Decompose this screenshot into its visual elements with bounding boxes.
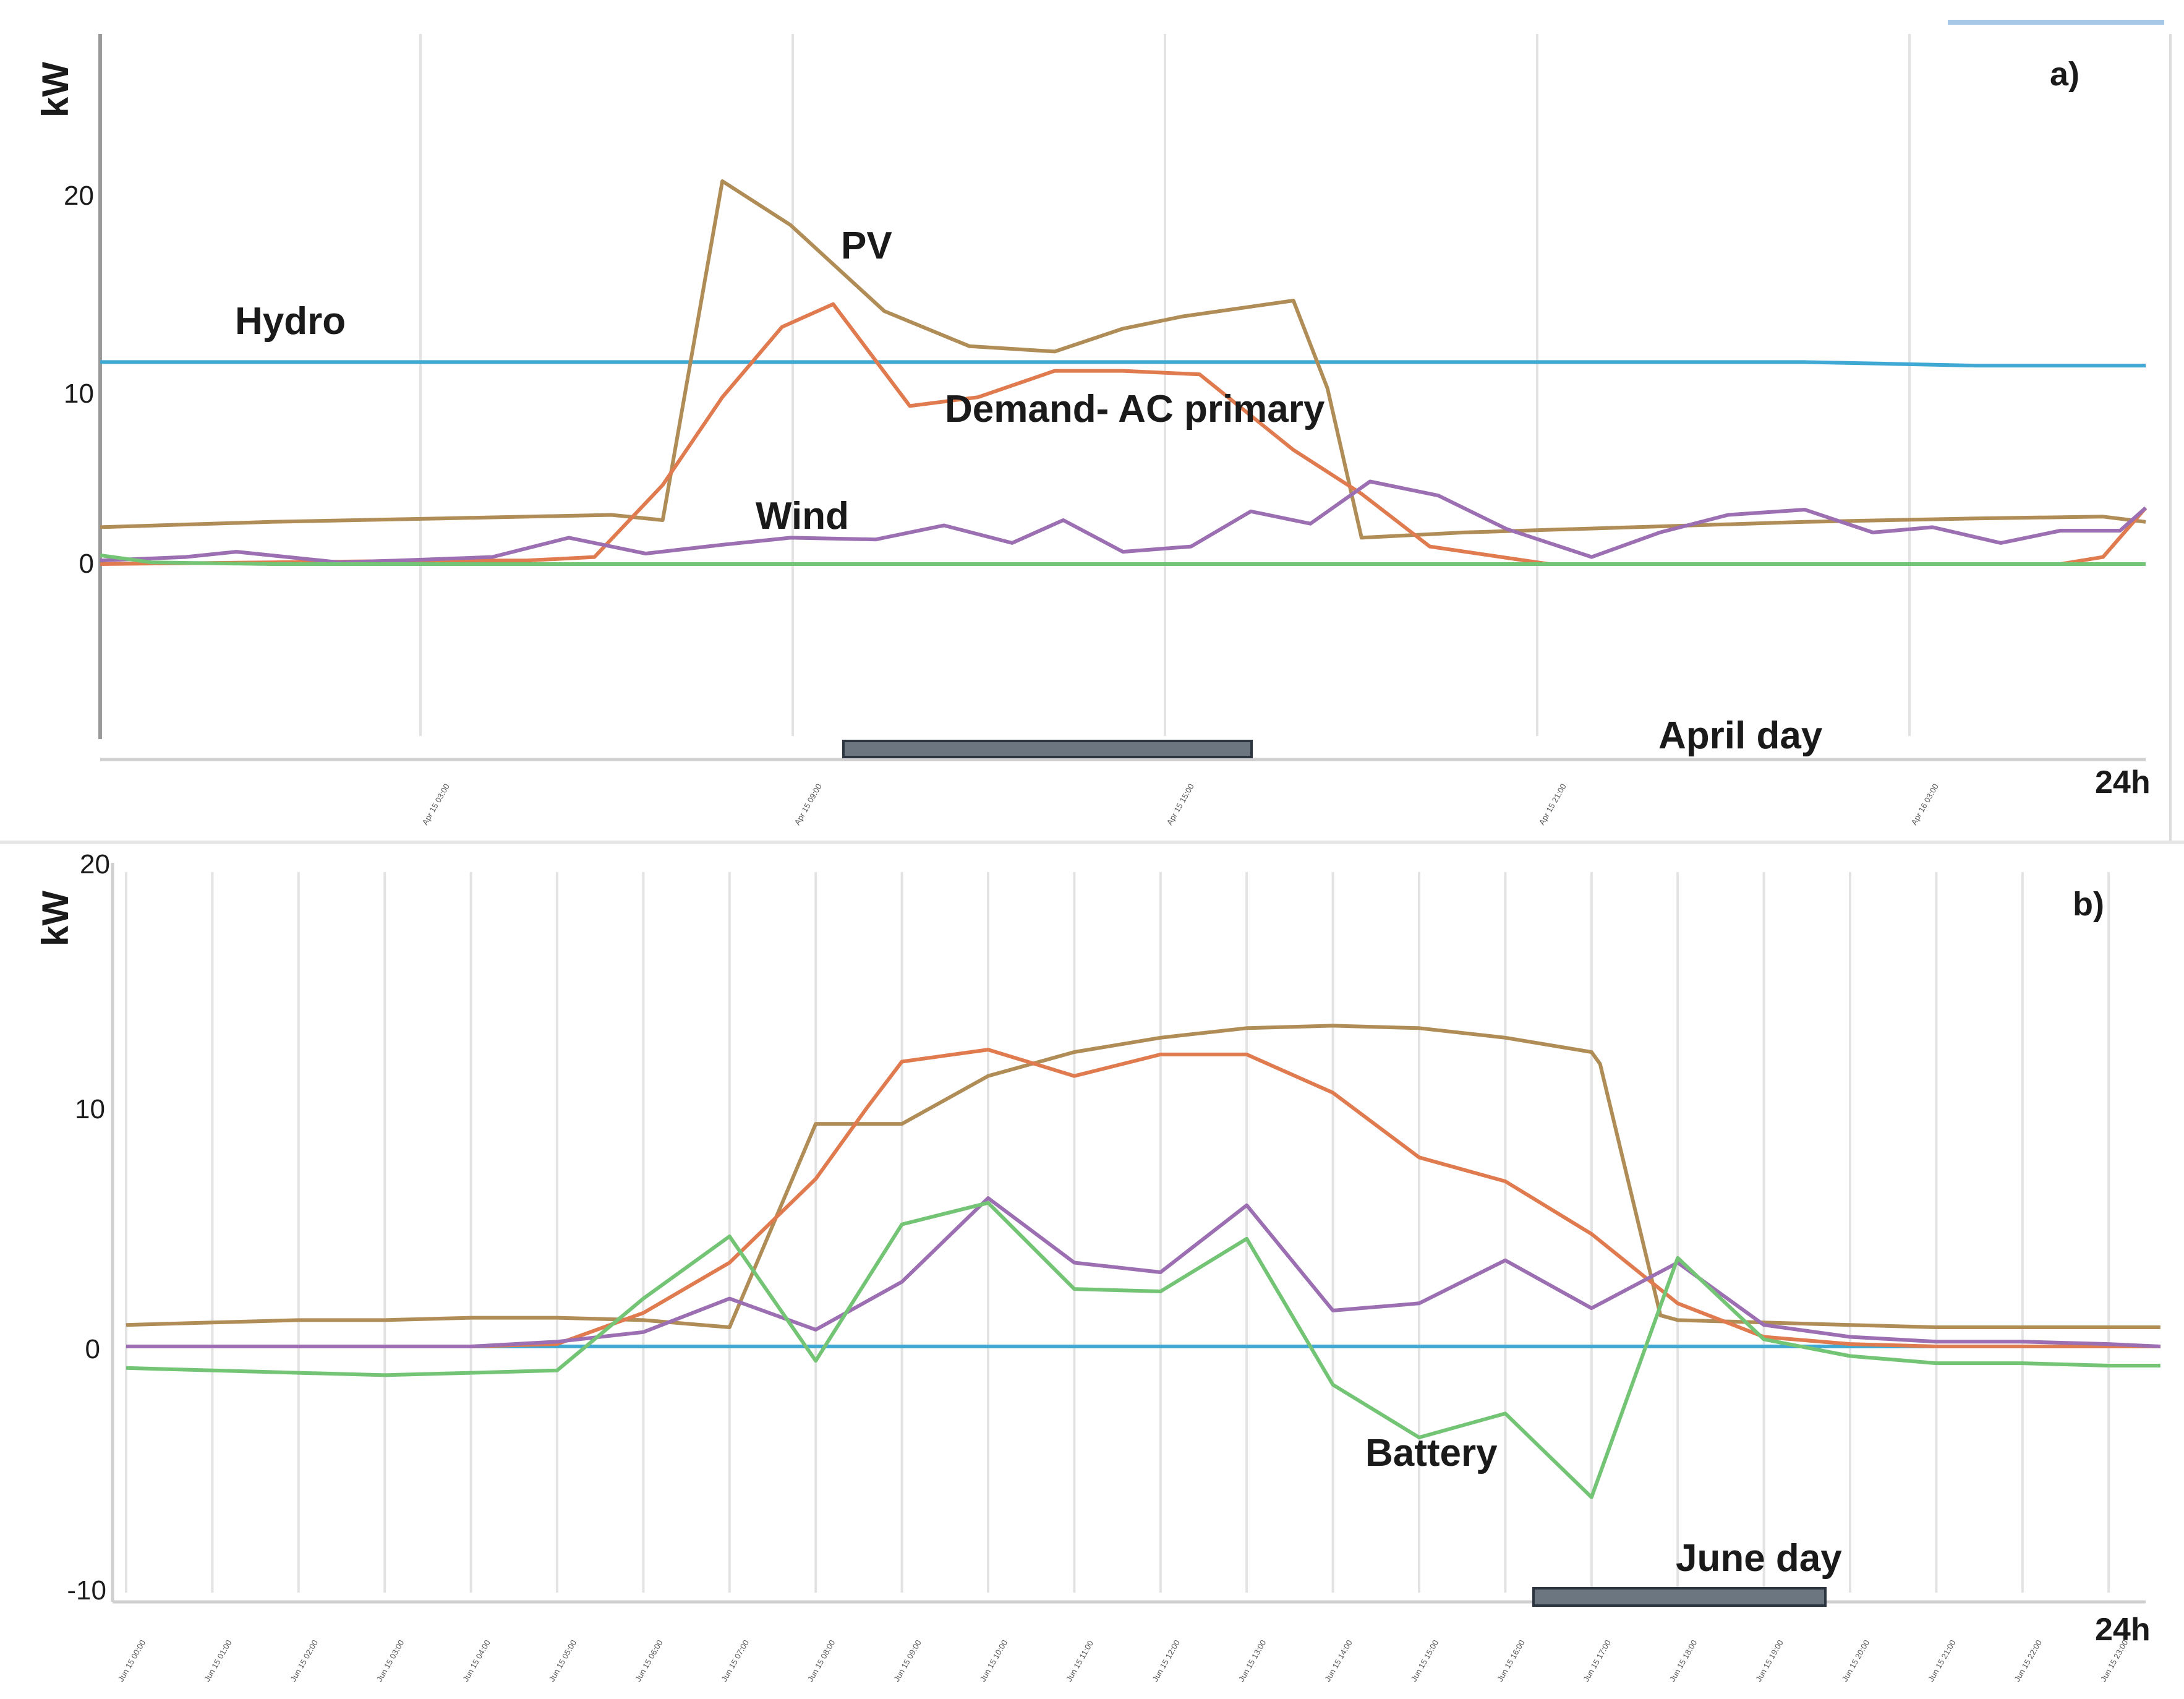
panel-a-y-tick-10: 10 [64, 379, 94, 409]
panel-b-x-tick-17: Jun 15 17:00 [1581, 1638, 1613, 1684]
panel-b-x-tick-13: Jun 15 13:00 [1237, 1638, 1268, 1684]
panel-b-x-tick-2: Jun 15 02:00 [288, 1638, 320, 1684]
panel-a-time-range-bar [842, 740, 1253, 758]
panel-a-vertical-gridlines [419, 34, 1911, 736]
panel-b-vertical-gridlines [125, 872, 2110, 1593]
panel-b-x-tick-19: Jun 15 19:00 [1754, 1638, 1785, 1684]
panel-a-line-battery [100, 553, 2146, 566]
panel-b-line-series-1 [126, 1024, 2161, 1329]
panel-a-y-tick-0: 0 [79, 549, 94, 579]
panel-a-april-chart: kW 20 10 0 a) April day 24h Apr 15 03:00… [0, 0, 2184, 841]
panel-a-label-wind: Wind [756, 495, 849, 537]
panel-b-x-tick-1: Jun 15 01:00 [202, 1638, 234, 1684]
panel-a-background [0, 0, 2184, 841]
panel-b-june-chart: kW 20 10 0 -10 b) June day 24h Jun 15 00… [35, 849, 2161, 1684]
panel-b-x-tick-6: Jun 15 06:00 [633, 1638, 665, 1684]
panel-b-x-tick-18: Jun 15 18:00 [1668, 1638, 1699, 1684]
panel-a-label-pv: PV [841, 225, 892, 267]
panel-b-y-tick-20: 20 [80, 849, 110, 879]
panel-a-line-wind [100, 479, 2147, 565]
panel-b-y-tick-10: 10 [75, 1094, 105, 1124]
panel-b-x-end-label: 24h [2095, 1612, 2151, 1648]
panel-a-annotation-april-day: April day [1658, 714, 1823, 757]
panel-b-y-tick-minus10: -10 [67, 1575, 106, 1606]
panel-b-y-tick-0: 0 [85, 1334, 100, 1364]
panel-b-line-series-3 [126, 1196, 2161, 1348]
panel-b-line-battery [126, 1200, 2161, 1499]
panel-b-series-lines [126, 1024, 2161, 1499]
panel-b-x-tick-11: Jun 15 11:00 [1064, 1639, 1095, 1684]
panel-b-x-tick-9: Jun 15 09:00 [892, 1638, 923, 1684]
panel-b-x-tick-3: Jun 15 03:00 [375, 1638, 406, 1684]
panel-b-x-tick-14: Jun 15 14:00 [1323, 1638, 1354, 1684]
panel-a-tag: a) [2050, 56, 2079, 93]
panel-a-series-lines [100, 179, 2148, 566]
panel-b-x-tick-22: Jun 15 22:00 [2012, 1638, 2044, 1684]
panel-b-x-tick-4: Jun 15 04:00 [461, 1638, 492, 1684]
panel-b-x-tick-20: Jun 15 20:00 [1840, 1638, 1872, 1684]
panel-a-line-hydro [100, 360, 2146, 368]
panel-b-x-tick-16: Jun 15 16:00 [1495, 1638, 1527, 1684]
panel-b-line-series-2 [126, 1048, 2161, 1348]
panel-a-x-end-label: 24h [2095, 764, 2151, 800]
panel-b-x-tick-8: Jun 15 08:00 [806, 1638, 837, 1684]
panel-b-x-tick-5: Jun 15 05:00 [547, 1638, 579, 1684]
panel-b-tag: b) [2073, 886, 2104, 923]
panel-b-y-axis-label: kW [35, 891, 76, 946]
panel-b-annotation-june-day: June day [1676, 1537, 1842, 1580]
panel-a-label-demand: Demand- AC primary [945, 388, 1325, 430]
panel-b-label-battery: Battery [1365, 1432, 1498, 1474]
panel-a-line-pv [100, 179, 2146, 540]
panel-b-x-tick-10: Jun 15 10:00 [978, 1638, 1010, 1684]
panel-b-x-tick-7: Jun 15 07:00 [719, 1638, 751, 1684]
panel-b-time-range-bar [1532, 1587, 1827, 1607]
panel-a-y-axis-label: kW [35, 62, 76, 118]
panel-b-x-tick-0: Jun 15 00:00 [116, 1638, 148, 1684]
panel-a-y-tick-20: 20 [64, 181, 94, 211]
panel-b-x-tick-labels: Jun 15 00:00 Jun 15 01:00 Jun 15 02:00 Jun … [116, 1638, 2130, 1684]
panel-b-x-tick-12: Jun 15 12:00 [1150, 1638, 1182, 1684]
panel-b-x-tick-15: Jun 15 15:00 [1409, 1638, 1441, 1684]
panel-b-x-tick-21: Jun 15 21:00 [1926, 1638, 1958, 1684]
panel-a-label-hydro: Hydro [235, 300, 346, 343]
